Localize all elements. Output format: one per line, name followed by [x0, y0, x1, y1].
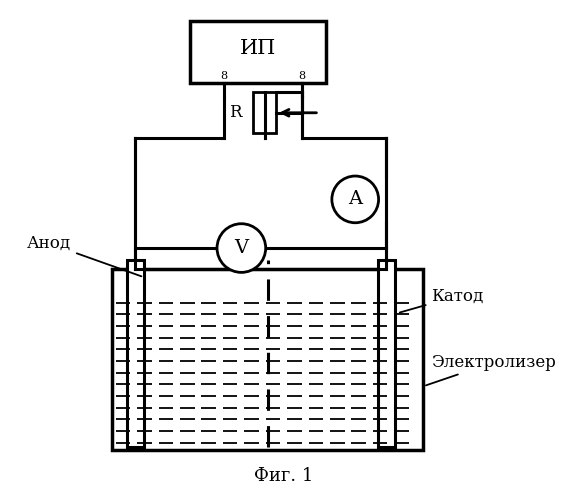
Text: Анод: Анод: [27, 235, 142, 277]
Text: ИП: ИП: [240, 38, 276, 58]
Text: Электролизер: Электролизер: [426, 354, 556, 386]
Bar: [190, 22, 326, 82]
Text: 8: 8: [298, 70, 305, 81]
Circle shape: [217, 224, 266, 272]
Circle shape: [332, 176, 378, 223]
Text: R: R: [229, 104, 241, 122]
Text: 8: 8: [220, 70, 227, 81]
Text: Фиг. 1: Фиг. 1: [254, 467, 313, 485]
Bar: [253, 92, 276, 133]
Text: A: A: [348, 190, 362, 208]
Polygon shape: [127, 260, 144, 446]
Polygon shape: [378, 260, 395, 446]
Text: Катод: Катод: [400, 288, 483, 312]
Text: V: V: [234, 239, 248, 257]
